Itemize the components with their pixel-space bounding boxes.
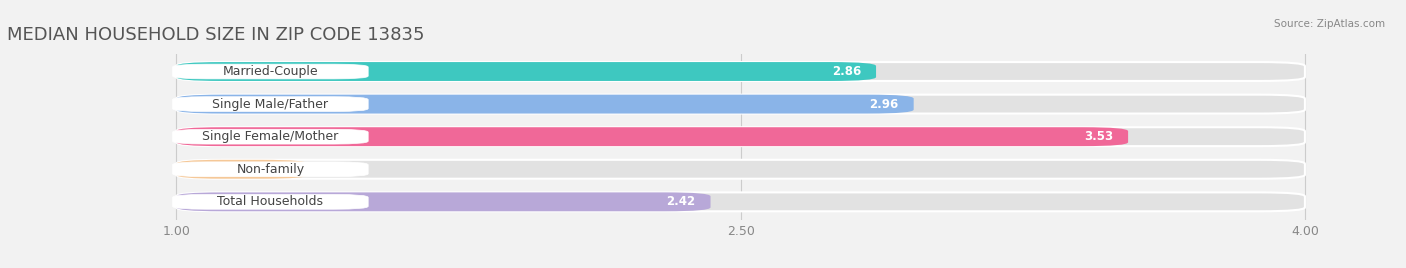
FancyBboxPatch shape	[176, 62, 876, 81]
FancyBboxPatch shape	[176, 160, 1305, 179]
Text: Married-Couple: Married-Couple	[222, 65, 318, 78]
FancyBboxPatch shape	[176, 192, 710, 211]
FancyBboxPatch shape	[173, 195, 368, 209]
Text: 3.53: 3.53	[1084, 130, 1114, 143]
Text: 2.86: 2.86	[832, 65, 860, 78]
Text: 1.35: 1.35	[330, 163, 357, 176]
FancyBboxPatch shape	[176, 95, 1305, 114]
FancyBboxPatch shape	[176, 95, 914, 114]
FancyBboxPatch shape	[173, 64, 368, 79]
FancyBboxPatch shape	[173, 162, 368, 177]
Text: Total Households: Total Households	[218, 195, 323, 208]
Text: Source: ZipAtlas.com: Source: ZipAtlas.com	[1274, 19, 1385, 29]
FancyBboxPatch shape	[176, 127, 1128, 146]
FancyBboxPatch shape	[173, 97, 368, 111]
FancyBboxPatch shape	[176, 127, 1305, 146]
Text: Non-family: Non-family	[236, 163, 305, 176]
Text: Single Male/Father: Single Male/Father	[212, 98, 329, 111]
FancyBboxPatch shape	[176, 192, 1305, 211]
Text: 2.42: 2.42	[666, 195, 696, 208]
Text: Single Female/Mother: Single Female/Mother	[202, 130, 339, 143]
Text: 2.96: 2.96	[869, 98, 898, 111]
FancyBboxPatch shape	[176, 160, 308, 179]
FancyBboxPatch shape	[176, 62, 1305, 81]
FancyBboxPatch shape	[173, 129, 368, 144]
Text: MEDIAN HOUSEHOLD SIZE IN ZIP CODE 13835: MEDIAN HOUSEHOLD SIZE IN ZIP CODE 13835	[7, 26, 425, 44]
